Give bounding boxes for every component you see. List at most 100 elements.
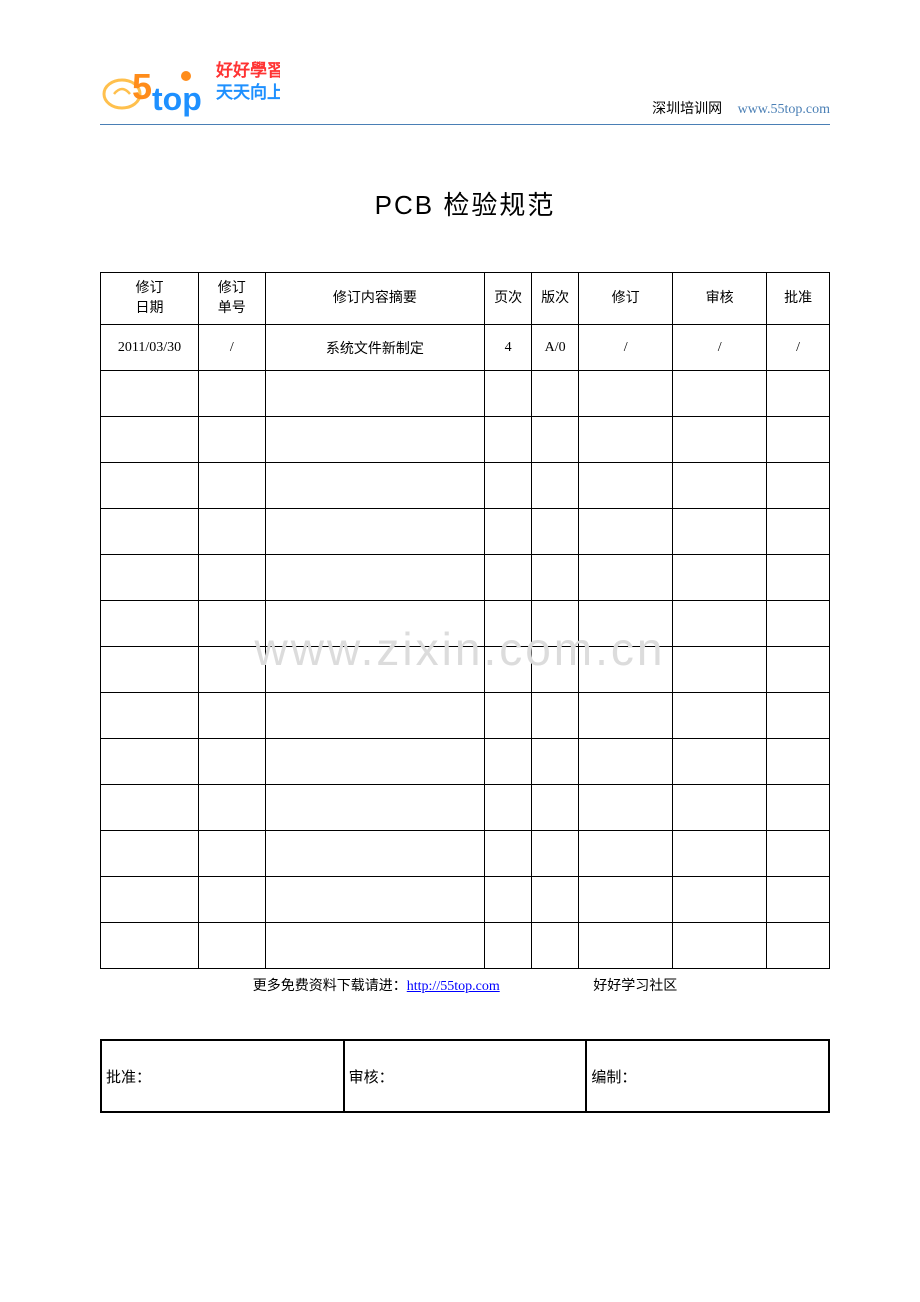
page-header: 5 top 好好學習 天天向上 深圳培训网 www.55top.com: [100, 44, 830, 125]
cell-review: [673, 417, 767, 463]
th-summary: 修订内容摘要: [265, 273, 484, 325]
table-header-row: 修订 日期 修订 单号 修订内容摘要 页次 版次 修订 审核 批准: [101, 273, 830, 325]
cell-review: [673, 601, 767, 647]
cell-page: [485, 417, 532, 463]
cell-approve: [767, 877, 830, 923]
cell-page: [485, 877, 532, 923]
cell-order: [198, 555, 265, 601]
cell-version: [532, 555, 579, 601]
cell-page: [485, 509, 532, 555]
cell-revise: [579, 463, 673, 509]
footer-link[interactable]: http://55top.com: [407, 979, 500, 994]
cell-approve: [767, 509, 830, 555]
cell-page: [485, 371, 532, 417]
cell-review: [673, 463, 767, 509]
cell-version: [532, 739, 579, 785]
header-site-label: 深圳培训网: [652, 102, 722, 117]
cell-page: [485, 601, 532, 647]
th-version: 版次: [532, 273, 579, 325]
logo-icon: 5 top 好好學習 天天向上: [100, 44, 280, 122]
cell-review: [673, 371, 767, 417]
cell-summary: 系统文件新制定: [265, 325, 484, 371]
table-row: 2011/03/30/系统文件新制定4A/0///: [101, 325, 830, 371]
cell-order: [198, 923, 265, 969]
table-row: [101, 877, 830, 923]
signoff-table: 批准： 审核： 编制：: [100, 1039, 830, 1113]
cell-order: [198, 785, 265, 831]
cell-revise: [579, 555, 673, 601]
cell-version: [532, 877, 579, 923]
table-row: [101, 693, 830, 739]
cell-page: [485, 739, 532, 785]
cell-version: [532, 463, 579, 509]
cell-date: [101, 693, 199, 739]
signoff-row: 批准： 审核： 编制：: [101, 1040, 829, 1112]
cell-version: [532, 371, 579, 417]
cell-review: [673, 831, 767, 877]
cell-summary: [265, 923, 484, 969]
cell-version: [532, 601, 579, 647]
cell-date: [101, 739, 199, 785]
cell-order: [198, 371, 265, 417]
cell-revise: [579, 693, 673, 739]
cell-revise: [579, 647, 673, 693]
cell-page: [485, 785, 532, 831]
cell-version: [532, 785, 579, 831]
cell-revise: [579, 509, 673, 555]
cell-revise: [579, 831, 673, 877]
table-row: [101, 647, 830, 693]
cell-summary: [265, 785, 484, 831]
cell-version: [532, 417, 579, 463]
cell-summary: [265, 509, 484, 555]
cell-summary: [265, 555, 484, 601]
cell-approve: [767, 601, 830, 647]
cell-summary: [265, 647, 484, 693]
cell-revise: [579, 417, 673, 463]
cell-approve: [767, 463, 830, 509]
cell-approve: [767, 923, 830, 969]
cell-review: [673, 509, 767, 555]
cell-review: [673, 877, 767, 923]
table-row: [101, 463, 830, 509]
revision-table: 修订 日期 修订 单号 修订内容摘要 页次 版次 修订 审核 批准 2011/0…: [100, 272, 830, 969]
table-row: [101, 555, 830, 601]
table-row: [101, 831, 830, 877]
table-row: [101, 371, 830, 417]
signoff-approve: 批准：: [101, 1040, 344, 1112]
table-row: [101, 509, 830, 555]
table-row: [101, 417, 830, 463]
cell-review: [673, 555, 767, 601]
cell-order: [198, 647, 265, 693]
logo: 5 top 好好學習 天天向上: [100, 44, 280, 122]
cell-approve: [767, 647, 830, 693]
cell-revise: [579, 877, 673, 923]
th-page: 页次: [485, 273, 532, 325]
signoff-review: 审核：: [344, 1040, 587, 1112]
th-review: 审核: [673, 273, 767, 325]
cell-summary: [265, 693, 484, 739]
cell-date: [101, 647, 199, 693]
cell-revise: [579, 739, 673, 785]
footer-download-line: 更多免费资料下载请进：http://55top.com 好好学习社区: [100, 975, 830, 995]
cell-order: /: [198, 325, 265, 371]
cell-order: [198, 463, 265, 509]
cell-date: [101, 785, 199, 831]
cell-date: [101, 877, 199, 923]
cell-review: [673, 785, 767, 831]
cell-page: [485, 555, 532, 601]
cell-revise: [579, 371, 673, 417]
svg-text:5: 5: [132, 66, 152, 107]
cell-revise: [579, 601, 673, 647]
cell-version: [532, 509, 579, 555]
header-right: 深圳培训网 www.55top.com: [652, 98, 830, 122]
table-row: [101, 739, 830, 785]
cell-page: [485, 463, 532, 509]
cell-summary: [265, 831, 484, 877]
cell-order: [198, 831, 265, 877]
cell-approve: [767, 371, 830, 417]
th-date: 修订 日期: [101, 273, 199, 325]
footer-prefix: 更多免费资料下载请进：: [253, 979, 407, 994]
cell-date: [101, 463, 199, 509]
cell-revise: [579, 923, 673, 969]
th-order: 修订 单号: [198, 273, 265, 325]
